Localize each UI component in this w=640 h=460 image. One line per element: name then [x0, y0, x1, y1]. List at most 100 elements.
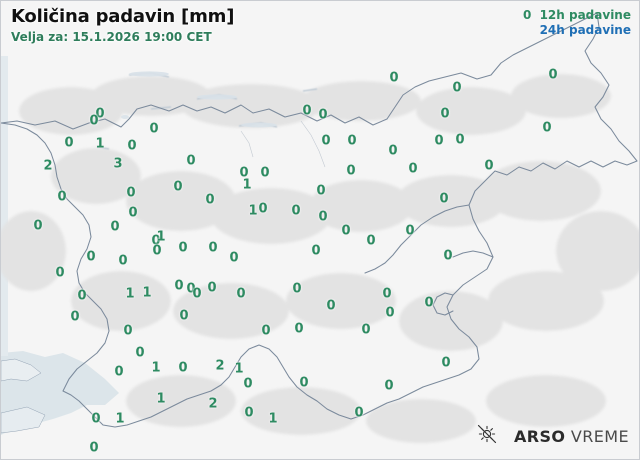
station-value: 0	[118, 253, 128, 269]
station-value: 0	[95, 106, 105, 122]
station-value: 1	[95, 136, 105, 152]
station-value: 0	[173, 179, 183, 195]
station-value: 0	[389, 70, 399, 86]
station-value: 0	[366, 233, 376, 249]
station-value: 1	[242, 177, 252, 193]
station-value: 1	[142, 285, 152, 301]
station-value: 0	[439, 191, 449, 207]
station-value: 2	[43, 158, 53, 174]
station-value: 0	[207, 280, 217, 296]
station-value: 0	[542, 120, 552, 136]
station-value: 0	[291, 203, 301, 219]
legend-label-24h: 24h padavine	[539, 23, 631, 37]
brand-arso: ARSO	[513, 426, 566, 446]
station-value: 0	[484, 158, 494, 174]
station-value: 0	[174, 278, 184, 294]
station-value: 0	[178, 240, 188, 256]
station-value: 0	[434, 133, 444, 149]
brand-vreme: VREME	[570, 426, 629, 446]
station-value: 0	[236, 286, 246, 302]
station-value: 0	[127, 138, 137, 154]
station-value: 0	[192, 286, 202, 302]
legend-item-24h: 24h padavine	[523, 23, 631, 38]
station-value: 0	[89, 440, 99, 456]
station-value: 2	[215, 358, 225, 374]
station-value: 1	[115, 411, 125, 427]
station-value: 0	[455, 132, 465, 148]
station-value: 1	[156, 229, 166, 245]
station-value: 0	[452, 80, 462, 96]
station-value: 0	[405, 223, 415, 239]
station-value: 0	[179, 308, 189, 324]
station-value: 0	[384, 378, 394, 394]
station-value: 0	[382, 286, 392, 302]
station-value: 0	[388, 143, 398, 159]
station-value: 0	[294, 321, 304, 337]
station-value: 0	[443, 248, 453, 264]
brand-logo: ARSO VREME	[476, 423, 629, 449]
station-value: 1	[248, 203, 258, 219]
station-value: 0	[346, 163, 356, 179]
station-value: 0	[86, 249, 96, 265]
station-value: 0	[89, 113, 99, 129]
station-value: 0	[239, 165, 249, 181]
station-value: 0	[208, 240, 218, 256]
station-value: 3	[113, 156, 123, 172]
legend-label-12h: 12h padavine	[539, 8, 631, 22]
station-value: 0	[385, 305, 395, 321]
station-value: 0	[70, 309, 80, 325]
station-value: 0	[354, 405, 364, 421]
station-value: 1	[125, 286, 135, 302]
station-value: 1	[151, 360, 161, 376]
station-value: 0	[152, 243, 162, 259]
station-value: 0	[126, 185, 136, 201]
station-value: 0	[441, 355, 451, 371]
station-value: 0	[440, 106, 450, 122]
station-value: 0	[244, 405, 254, 421]
legend: 0 12h padavine 24h padavine	[523, 8, 631, 38]
station-value: 0	[186, 281, 196, 297]
station-value: 0	[341, 223, 351, 239]
station-value: 0	[91, 411, 101, 427]
station-value: 0	[299, 375, 309, 391]
station-value: 0	[424, 295, 434, 311]
station-value: 0	[408, 161, 418, 177]
station-value: 0	[318, 209, 328, 225]
station-value: 0	[316, 183, 326, 199]
sea-layer	[1, 56, 119, 435]
station-value: 1	[156, 391, 166, 407]
station-value: 1	[268, 411, 278, 427]
station-value: 0	[261, 323, 271, 339]
station-value: 0	[151, 233, 161, 249]
station-value: 0	[128, 205, 138, 221]
station-value: 0	[311, 243, 321, 259]
station-value: 0	[114, 364, 124, 380]
legend-sample-value: 0	[523, 8, 532, 22]
station-value: 0	[123, 323, 133, 339]
station-value: 0	[243, 376, 253, 392]
station-value: 0	[149, 121, 159, 137]
station-value: 0	[292, 281, 302, 297]
station-value: 0	[318, 107, 328, 123]
legend-item-12h: 0 12h padavine	[523, 8, 631, 23]
station-value: 0	[64, 135, 74, 151]
station-value: 0	[302, 103, 312, 119]
station-value: 0	[33, 218, 43, 234]
station-value: 0	[258, 201, 268, 217]
lake-shapes	[121, 71, 277, 128]
station-value: 0	[57, 189, 67, 205]
station-value: 0	[229, 250, 239, 266]
station-value: 0	[326, 298, 336, 314]
station-value: 1	[234, 361, 244, 377]
station-value: 0	[55, 265, 65, 281]
station-value: 2	[208, 396, 218, 412]
station-value: 0	[347, 133, 357, 149]
border-lines	[1, 12, 638, 428]
station-value: 0	[135, 345, 145, 361]
station-value: 0	[205, 192, 215, 208]
station-value: 0	[260, 165, 270, 181]
brand-text: ARSO VREME	[514, 427, 629, 446]
